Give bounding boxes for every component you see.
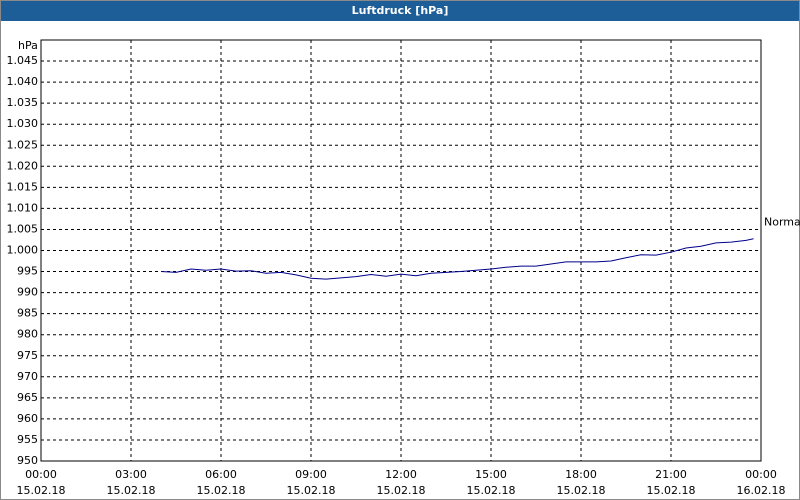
x-tick-label: 09:00 15.02.18: [287, 468, 336, 497]
y-tick-label: 965: [17, 391, 38, 404]
y-tick-label: 960: [17, 412, 38, 425]
x-tick-label: 18:00 15.02.18: [557, 468, 606, 497]
y-tick-label: 1.045: [7, 54, 39, 67]
y-tick-label: 985: [17, 307, 38, 320]
x-tick-label: 03:00 15.02.18: [107, 468, 156, 497]
y-tick-label: 1.015: [7, 180, 39, 193]
series-label: Normal: [764, 216, 800, 229]
y-tick-label: 975: [17, 349, 38, 362]
y-tick-label: 980: [17, 328, 38, 341]
x-tick-label: 15:00 15.02.18: [467, 468, 516, 497]
y-axis-label: hPa: [18, 39, 38, 52]
y-tick-label: 1.010: [7, 201, 39, 214]
title-bar: Luftdruck [hPa]: [1, 1, 799, 21]
y-tick-label: 955: [17, 433, 38, 446]
y-tick-label: 1.035: [7, 96, 39, 109]
y-tick-label: 1.030: [7, 117, 39, 130]
y-tick-label: 1.025: [7, 138, 39, 151]
data-line: [160, 238, 754, 280]
y-tick-label: 950: [17, 454, 38, 467]
y-tick-label: 970: [17, 370, 38, 383]
x-tick-label: 21:00 15.02.18: [647, 468, 696, 497]
y-tick-label: 995: [17, 265, 38, 278]
y-tick-label: 1.000: [7, 244, 39, 257]
x-tick-label: 06:00 15.02.18: [197, 468, 246, 497]
y-tick-label: 1.020: [7, 159, 39, 172]
y-tick-label: 1.040: [7, 75, 39, 88]
y-tick-label: 990: [17, 286, 38, 299]
y-tick-label: 1.005: [7, 222, 39, 235]
x-tick-label: 00:00 15.02.18: [17, 468, 66, 497]
x-tick-label: 00:00 16.02.18: [737, 468, 786, 497]
x-tick-label: 12:00 15.02.18: [377, 468, 426, 497]
plot-frame: [40, 39, 762, 462]
